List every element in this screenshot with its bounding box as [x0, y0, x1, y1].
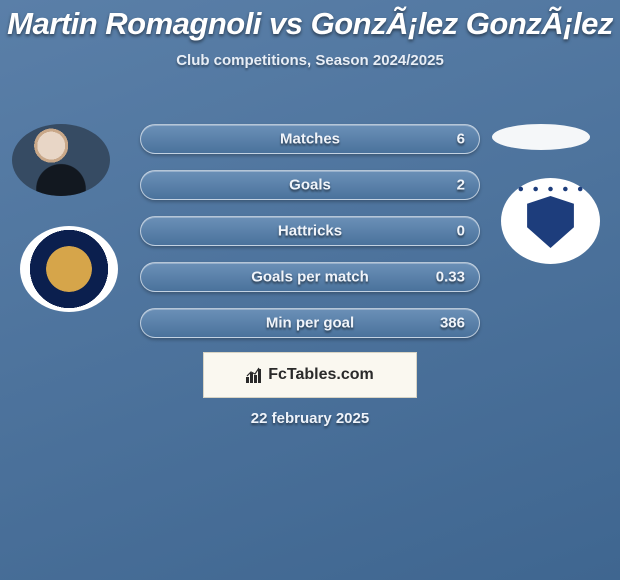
- page-title: Martin Romagnoli vs GonzÃ¡lez GonzÃ¡lez: [0, 0, 620, 42]
- stat-row: Hattricks 0: [140, 216, 480, 246]
- stat-value: 386: [440, 315, 465, 332]
- brand-text: FcTables.com: [268, 366, 374, 384]
- stat-value: 0.33: [436, 269, 465, 286]
- stat-value: 2: [457, 177, 465, 194]
- page-subtitle: Club competitions, Season 2024/2025: [0, 52, 620, 69]
- stat-label: Min per goal: [266, 315, 354, 332]
- stat-label: Goals: [289, 177, 331, 194]
- stat-row: Goals 2: [140, 170, 480, 200]
- date-line: 22 february 2025: [0, 410, 620, 427]
- stat-value: 0: [457, 223, 465, 240]
- stat-label: Goals per match: [251, 269, 369, 286]
- stat-label: Matches: [280, 131, 340, 148]
- bar-chart-icon: [246, 367, 264, 383]
- stat-row: Min per goal 386: [140, 308, 480, 338]
- club-crest-right: [501, 178, 600, 264]
- player-left-avatar: [12, 124, 110, 196]
- stat-value: 6: [457, 131, 465, 148]
- brand-box: FcTables.com: [203, 352, 417, 398]
- stat-label: Hattricks: [278, 223, 342, 240]
- stat-row: Goals per match 0.33: [140, 262, 480, 292]
- stats-list: Matches 6 Goals 2 Hattricks 0 Goals per …: [140, 124, 480, 338]
- player-right-avatar: [492, 124, 590, 150]
- club-crest-left: [20, 226, 118, 312]
- stat-row: Matches 6: [140, 124, 480, 154]
